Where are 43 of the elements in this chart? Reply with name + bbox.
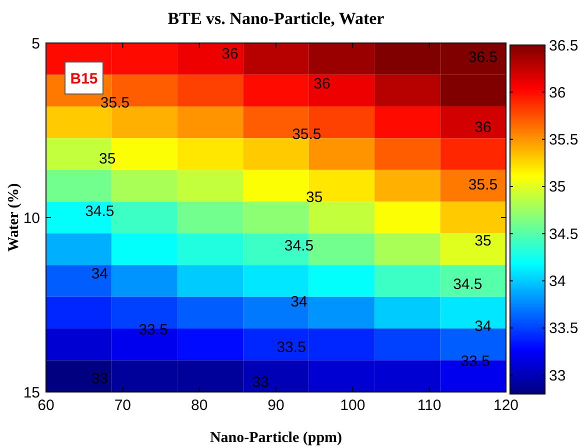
annotation: 35 <box>98 150 116 168</box>
annotation: 33.5 <box>276 338 306 356</box>
annotation: 33 <box>91 370 108 388</box>
color-bar-label: 36 <box>549 84 566 102</box>
annotation: 35.5 <box>100 94 130 112</box>
annotation: 36 <box>222 46 238 63</box>
x-tick-label: 100 <box>340 397 366 414</box>
color-bar-label: 34 <box>549 273 566 290</box>
annotation: 34.5 <box>85 202 114 220</box>
x-tick-label: 80 <box>190 397 208 414</box>
color-bar-label: 35 <box>549 178 566 196</box>
annotation: 33.5 <box>138 321 168 338</box>
annotation: 36 <box>474 119 492 136</box>
y-axis-title: Water (%) <box>6 183 22 252</box>
y-tick-label: 15 <box>23 384 40 402</box>
annotation: 35 <box>474 232 492 250</box>
annotation: 34.5 <box>284 238 314 255</box>
color-bar-label: 35.5 <box>549 132 578 149</box>
annotation: 34.5 <box>453 276 482 294</box>
x-axis-title: Nano-Particle (ppm) <box>210 430 342 446</box>
color-bar-label: 33.5 <box>549 320 578 338</box>
y-tick-label: 5 <box>32 35 40 52</box>
annotation: 34 <box>91 266 108 283</box>
x-tick-label: 90 <box>268 397 284 414</box>
annotation: 33 <box>252 374 270 391</box>
annotation: 34 <box>290 294 308 311</box>
color-bar-label: 33 <box>549 367 566 384</box>
annotation: 35.5 <box>468 176 498 194</box>
y-tick-label: 10 <box>23 210 40 227</box>
x-tick-label: 120 <box>493 397 519 414</box>
annotation: B15 <box>70 70 98 88</box>
x-tick-label: 60 <box>38 397 54 414</box>
annotation: 34 <box>474 318 492 335</box>
annotation: 36.5 <box>468 49 498 66</box>
x-tick-label: 70 <box>114 397 132 414</box>
annotation: 33.5 <box>460 352 490 370</box>
color-bar-label: 36.5 <box>549 37 578 54</box>
annotation: 36 <box>314 75 330 92</box>
annotation: 35.5 <box>292 126 322 143</box>
annotation: 35 <box>306 188 323 206</box>
chart-title: BTE vs. Nano-Particle, Water <box>168 9 385 28</box>
x-tick-label: 110 <box>417 397 442 414</box>
color-bar-label: 34.5 <box>549 226 578 243</box>
